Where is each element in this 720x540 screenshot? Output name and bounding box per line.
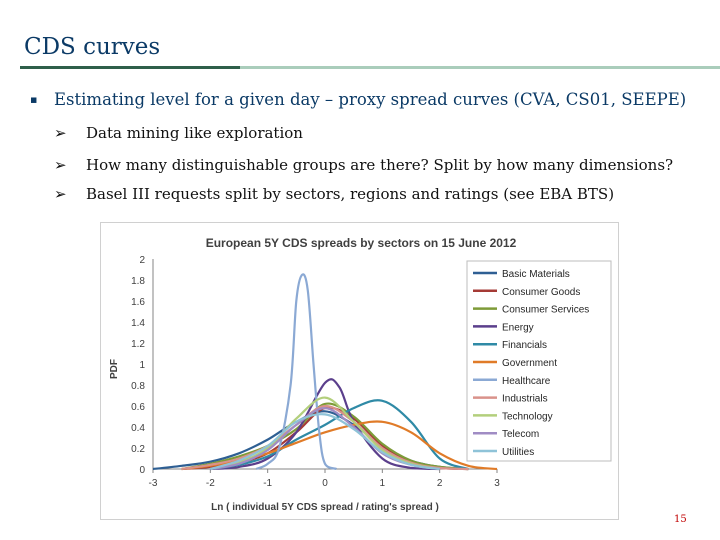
legend-label-basic-materials: Basic Materials: [502, 269, 570, 280]
main-bullet-text: Estimating level for a given day – proxy…: [54, 90, 687, 109]
series-line-energy: [210, 378, 440, 471]
y-tick-label: 1.8: [131, 276, 145, 287]
page-number: 15: [674, 514, 687, 525]
legend-label-healthcare: Healthcare: [502, 376, 551, 387]
sub-bullet-text: Basel III requests split by sectors, reg…: [86, 185, 615, 203]
y-tick-label: 1.4: [131, 318, 145, 329]
series-line-healthcare: [255, 273, 337, 471]
y-tick-label: 0.4: [131, 423, 145, 434]
x-axis-label: Ln ( individual 5Y CDS spread / rating's…: [211, 502, 439, 513]
arrow-bullet-icon: ➢: [54, 185, 67, 203]
arrow-bullet-icon: ➢: [54, 124, 67, 142]
legend-label-financials: Financials: [502, 340, 547, 351]
legend-label-industrials: Industrials: [502, 394, 548, 405]
y-tick-label: 0.8: [131, 381, 145, 392]
chart-title: European 5Y CDS spreads by sectors on 15…: [206, 236, 517, 250]
arrow-bullet-icon: ➢: [54, 156, 67, 174]
y-tick-label: 0: [139, 465, 145, 476]
series-line-technology: [210, 396, 440, 471]
sub-bullet-text: Data mining like exploration: [86, 124, 303, 142]
y-tick-label: 1.6: [131, 297, 145, 308]
series-line-consumer-services: [181, 402, 469, 471]
x-tick-label: 2: [437, 478, 443, 489]
sub-bullet-text: How many distinguishable groups are ther…: [86, 156, 674, 174]
x-tick-label: 0: [322, 478, 328, 489]
legend-label-consumer-services: Consumer Services: [502, 305, 589, 316]
slide-title: CDS curves: [24, 34, 161, 60]
y-tick-label: 0.2: [131, 444, 145, 455]
y-axis-label: PDF: [109, 359, 120, 379]
legend-label-energy: Energy: [502, 322, 534, 333]
x-tick-label: -3: [149, 478, 158, 489]
cds-density-chart: European 5Y CDS spreads by sectors on 15…: [109, 236, 612, 513]
y-tick-label: 2: [139, 255, 145, 266]
y-tick-label: 0.6: [131, 402, 145, 413]
bullet-marker: ▪: [30, 93, 38, 106]
legend-label-utilities: Utilities: [502, 447, 534, 458]
series-line-utilities: [209, 413, 440, 471]
title-underline-accent: [20, 66, 240, 69]
legend-label-technology: Technology: [502, 411, 553, 422]
title-underline: [20, 66, 720, 69]
x-tick-label: 1: [380, 478, 386, 489]
y-tick-label: 1.2: [131, 339, 145, 350]
y-tick-label: 1: [139, 360, 145, 371]
x-tick-label: -2: [206, 478, 215, 489]
x-tick-label: -1: [263, 478, 272, 489]
chart-container: European 5Y CDS spreads by sectors on 15…: [100, 222, 619, 520]
legend-label-government: Government: [502, 358, 557, 369]
legend-label-consumer-goods: Consumer Goods: [502, 287, 580, 298]
x-tick-label: 3: [494, 478, 500, 489]
legend-label-telecom: Telecom: [502, 429, 539, 440]
